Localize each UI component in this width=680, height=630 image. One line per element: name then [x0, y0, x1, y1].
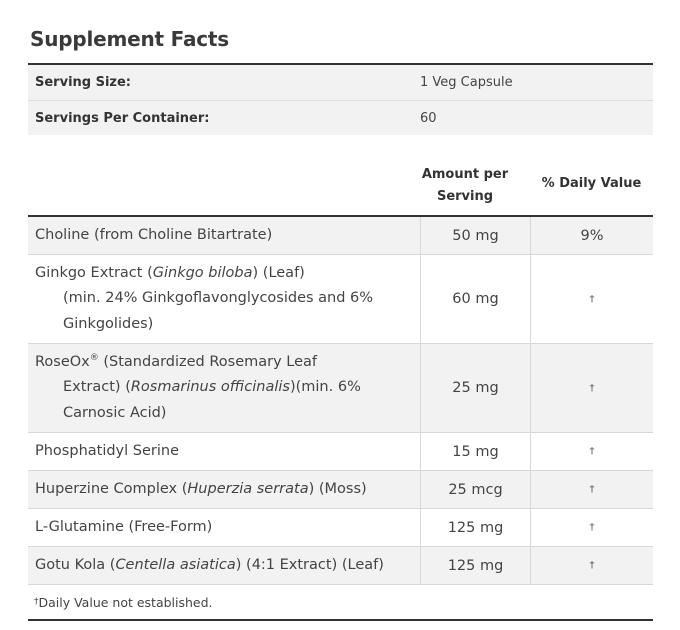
daily-value-text: 9% [580, 227, 604, 244]
dagger-symbol: † [589, 293, 595, 305]
table-row: Gotu Kola (Centella asiatica) (4:1 Extra… [28, 547, 653, 585]
ingredient-name: Phosphatidyl Serine [28, 433, 420, 470]
table-row: Phosphatidyl Serine 15 mg † [28, 433, 653, 471]
ingredient-amount: 125 mg [420, 547, 530, 584]
ingredient-name: Choline (from Choline Bitartrate) [28, 217, 420, 254]
footnote-dagger: † [34, 597, 39, 607]
ingredient-name-text: L-Glutamine (Free-Form) [35, 518, 213, 535]
table-row: Huperzine Complex (Huperzia serrata) (Mo… [28, 471, 653, 509]
ingredient-amount: 25 mg [420, 344, 530, 432]
servings-per-container-value: 60 [420, 110, 437, 126]
table-row: Ginkgo Extract (Ginkgo biloba) (Leaf) (m… [28, 255, 653, 344]
ingredient-name: RoseOx® (Standardized Rosemary Leaf Extr… [28, 344, 420, 432]
serving-size-value: 1 Veg Capsule [420, 75, 513, 90]
footnote: † Daily Value not established. [28, 585, 653, 621]
botanical-name: Ginkgo biloba [152, 264, 253, 281]
serving-size-label: Serving Size: [35, 75, 132, 90]
footnote-text: Daily Value not established. [38, 594, 213, 610]
ingredient-name-text: Choline (from Choline Bitartrate) [35, 226, 273, 243]
ingredient-daily-value: † [530, 344, 653, 432]
ingredient-name-line1: Huperzine Complex (Huperzia serrata) (Mo… [35, 480, 367, 497]
ingredient-name: Gotu Kola (Centella asiatica) (4:1 Extra… [28, 547, 420, 584]
amount-header-line1: Amount per [421, 167, 509, 182]
ingredient-amount: 25 mcg [420, 471, 530, 508]
column-headers: Amount per Serving % Daily Value [28, 160, 653, 215]
dagger-symbol: † [589, 446, 595, 457]
registered-mark: ® [89, 352, 99, 363]
servings-per-container-label: Servings Per Container: [35, 110, 210, 126]
supplement-facts-title: Supplement Facts [30, 27, 229, 51]
servings-per-container-row: Servings Per Container: 60 [28, 100, 653, 135]
ingredient-amount: 15 mg [420, 433, 530, 470]
ingredient-name: Huperzine Complex (Huperzia serrata) (Mo… [28, 471, 420, 508]
ingredient-name: Ginkgo Extract (Ginkgo biloba) (Leaf) (m… [28, 255, 420, 343]
ingredient-daily-value: † [530, 547, 653, 584]
ingredient-daily-value: 9% [530, 217, 653, 254]
ingredient-name-text: Phosphatidyl Serine [35, 442, 180, 459]
ingredient-name-line3: Carnosic Acid) [63, 404, 167, 421]
ingredient-name-line1: RoseOx® (Standardized Rosemary Leaf [35, 352, 318, 370]
ingredient-name-line1: Gotu Kola (Centella asiatica) (4:1 Extra… [35, 556, 384, 573]
botanical-name: Centella asiatica [115, 556, 236, 573]
table-row: RoseOx® (Standardized Rosemary Leaf Extr… [28, 344, 653, 433]
serving-info: Serving Size: 1 Veg Capsule Servings Per… [28, 63, 653, 135]
ingredient-amount: 125 mg [420, 509, 530, 546]
table-row: Choline (from Choline Bitartrate) 50 mg … [28, 217, 653, 255]
ingredient-name-line2: (min. 24% Ginkgoflavonglycosides and 6% [63, 290, 374, 307]
ingredient-name-line1: Ginkgo Extract (Ginkgo biloba) (Leaf) [35, 264, 305, 281]
dagger-symbol: † [589, 560, 595, 571]
serving-size-row: Serving Size: 1 Veg Capsule [28, 65, 653, 100]
dagger-symbol: † [589, 382, 595, 394]
ingredient-name-line3: Ginkgolides) [63, 315, 154, 332]
dagger-symbol: † [589, 522, 595, 533]
amount-header-line2: Serving [436, 189, 494, 204]
amount-per-serving-header: Amount per Serving [420, 164, 510, 208]
ingredient-daily-value: † [530, 471, 653, 508]
daily-value-header: % Daily Value [541, 176, 642, 191]
botanical-name: Huperzia serrata [187, 480, 309, 497]
dagger-symbol: † [589, 484, 595, 495]
ingredient-name-line2: Extract) (Rosmarinus officinalis)(min. 6… [63, 379, 361, 396]
ingredients-table: Choline (from Choline Bitartrate) 50 mg … [28, 215, 653, 585]
botanical-name: Rosmarinus officinalis [130, 379, 290, 396]
ingredient-amount: 60 mg [420, 255, 530, 343]
table-row: L-Glutamine (Free-Form) 125 mg † [28, 509, 653, 547]
ingredient-amount: 50 mg [420, 217, 530, 254]
ingredient-daily-value: † [530, 255, 653, 343]
ingredient-daily-value: † [530, 509, 653, 546]
ingredient-name: L-Glutamine (Free-Form) [28, 509, 420, 546]
ingredient-daily-value: † [530, 433, 653, 470]
